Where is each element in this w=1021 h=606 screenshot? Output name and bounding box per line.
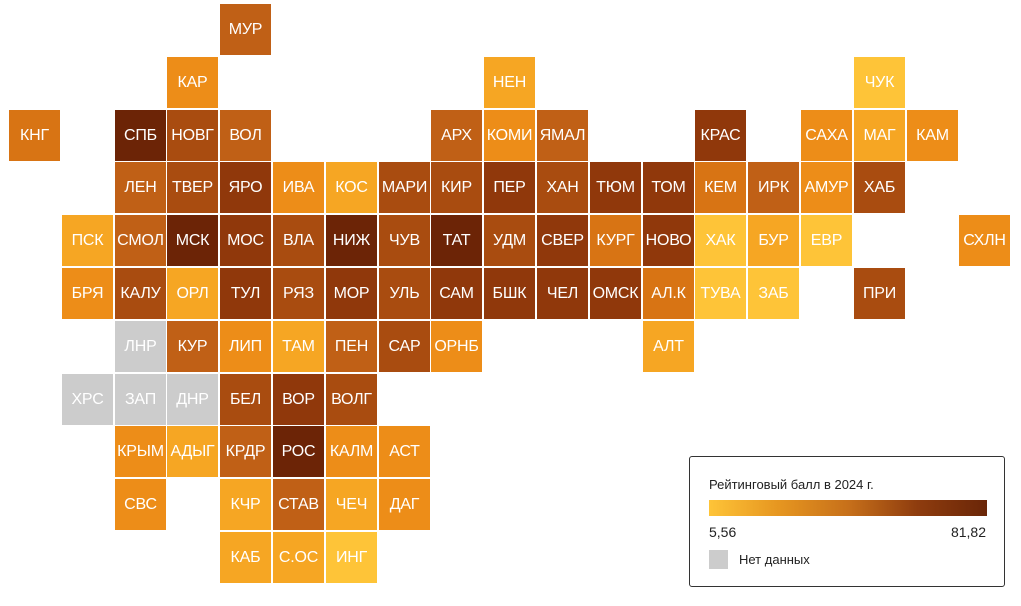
region-tile: ТУЛ [220, 268, 271, 319]
region-tile: ИРК [748, 162, 799, 213]
region-tile: АСТ [379, 426, 430, 477]
region-tile: ИНГ [326, 532, 377, 583]
region-tile: УЛЬ [379, 268, 430, 319]
legend-no-data-swatch [709, 550, 728, 569]
region-tile: С.ОС [273, 532, 324, 583]
region-tile: ЗАБ [748, 268, 799, 319]
region-tile: БРЯ [62, 268, 113, 319]
region-tile: ЛЕН [115, 162, 166, 213]
region-tile: РОС [273, 426, 324, 477]
legend-max-value: 81,82 [950, 524, 986, 540]
region-tile: КУРГ [590, 215, 641, 266]
region-tile: ЛНР [115, 321, 166, 372]
region-tile: САХА [801, 110, 852, 161]
region-tile: ВЛА [273, 215, 324, 266]
region-tile: ЗАП [115, 374, 166, 425]
region-tile: НИЖ [326, 215, 377, 266]
region-tile: СТАВ [273, 479, 324, 530]
region-tile: КОМИ [484, 110, 535, 161]
region-tile: ОМСК [590, 268, 641, 319]
region-tile: ХРС [62, 374, 113, 425]
region-tile: КАМ [907, 110, 958, 161]
region-tile: КНГ [9, 110, 60, 161]
region-tile: СПБ [115, 110, 166, 161]
region-tile: ТУВА [695, 268, 746, 319]
region-tile: ЯМАЛ [537, 110, 588, 161]
region-tile: ОРНБ [431, 321, 482, 372]
region-tile: ВОР [273, 374, 324, 425]
region-tile: КАЛМ [326, 426, 377, 477]
region-tile: АЛ.К [643, 268, 694, 319]
region-tile: ПСК [62, 215, 113, 266]
region-tile: ЯРО [220, 162, 271, 213]
region-tile: АЛТ [643, 321, 694, 372]
region-tile: БЕЛ [220, 374, 271, 425]
region-tile: ЧЕЧ [326, 479, 377, 530]
region-tile: МУР [220, 4, 271, 55]
region-tile: СМОЛ [115, 215, 166, 266]
region-tile: САР [379, 321, 430, 372]
region-tile: ЧУК [854, 57, 905, 108]
region-tile: АМУР [801, 162, 852, 213]
region-tile: БШК [484, 268, 535, 319]
region-tile: САМ [431, 268, 482, 319]
region-tile: ЧЕЛ [537, 268, 588, 319]
region-tile: ПЕР [484, 162, 535, 213]
region-tile: ТОМ [643, 162, 694, 213]
region-tile: ПРИ [854, 268, 905, 319]
region-tile: КРАС [695, 110, 746, 161]
legend-min-value: 5,56 [709, 524, 737, 540]
region-tile: АРХ [431, 110, 482, 161]
region-tile: ТАМ [273, 321, 324, 372]
region-tile: НЕН [484, 57, 535, 108]
region-tile: КЕМ [695, 162, 746, 213]
region-tile: КИР [431, 162, 482, 213]
region-tile: СВЕР [537, 215, 588, 266]
region-tile: ОРЛ [167, 268, 218, 319]
legend-color-scale [709, 500, 987, 516]
region-tile: ДАГ [379, 479, 430, 530]
region-tile: ТЮМ [590, 162, 641, 213]
region-tile: ХАБ [854, 162, 905, 213]
region-tile: СХЛН [959, 215, 1010, 266]
region-tile: ПЕН [326, 321, 377, 372]
region-tile: КОС [326, 162, 377, 213]
region-tile: ИВА [273, 162, 324, 213]
region-tile: МОС [220, 215, 271, 266]
region-tile: ВОЛГ [326, 374, 377, 425]
region-tile: КАЛУ [115, 268, 166, 319]
legend-title: Рейтинговый балл в 2024 г. [709, 477, 874, 492]
region-tile: СВС [115, 479, 166, 530]
region-tile: КАР [167, 57, 218, 108]
region-tile: МАРИ [379, 162, 430, 213]
region-tile: МОР [326, 268, 377, 319]
region-tile: ХАК [695, 215, 746, 266]
region-tile: БУР [748, 215, 799, 266]
legend-no-data-label: Нет данных [739, 552, 810, 567]
region-tile: КРДР [220, 426, 271, 477]
legend: Рейтинговый балл в 2024 г. 5,56 81,82 Не… [689, 456, 1005, 587]
region-tile: АДЫГ [167, 426, 218, 477]
region-tile: КЧР [220, 479, 271, 530]
region-tile: МСК [167, 215, 218, 266]
region-tile: ЕВР [801, 215, 852, 266]
region-tile: УДМ [484, 215, 535, 266]
region-tile: КРЫМ [115, 426, 166, 477]
region-tile: ДНР [167, 374, 218, 425]
region-tile: КУР [167, 321, 218, 372]
region-tile: НОВО [643, 215, 694, 266]
region-tile: РЯЗ [273, 268, 324, 319]
region-tile: ХАН [537, 162, 588, 213]
region-tile: НОВГ [167, 110, 218, 161]
region-tile: ВОЛ [220, 110, 271, 161]
region-tile: ЛИП [220, 321, 271, 372]
region-tile: ТВЕР [167, 162, 218, 213]
region-tile: ТАТ [431, 215, 482, 266]
region-tile: КАБ [220, 532, 271, 583]
region-tile: ЧУВ [379, 215, 430, 266]
region-tile: МАГ [854, 110, 905, 161]
